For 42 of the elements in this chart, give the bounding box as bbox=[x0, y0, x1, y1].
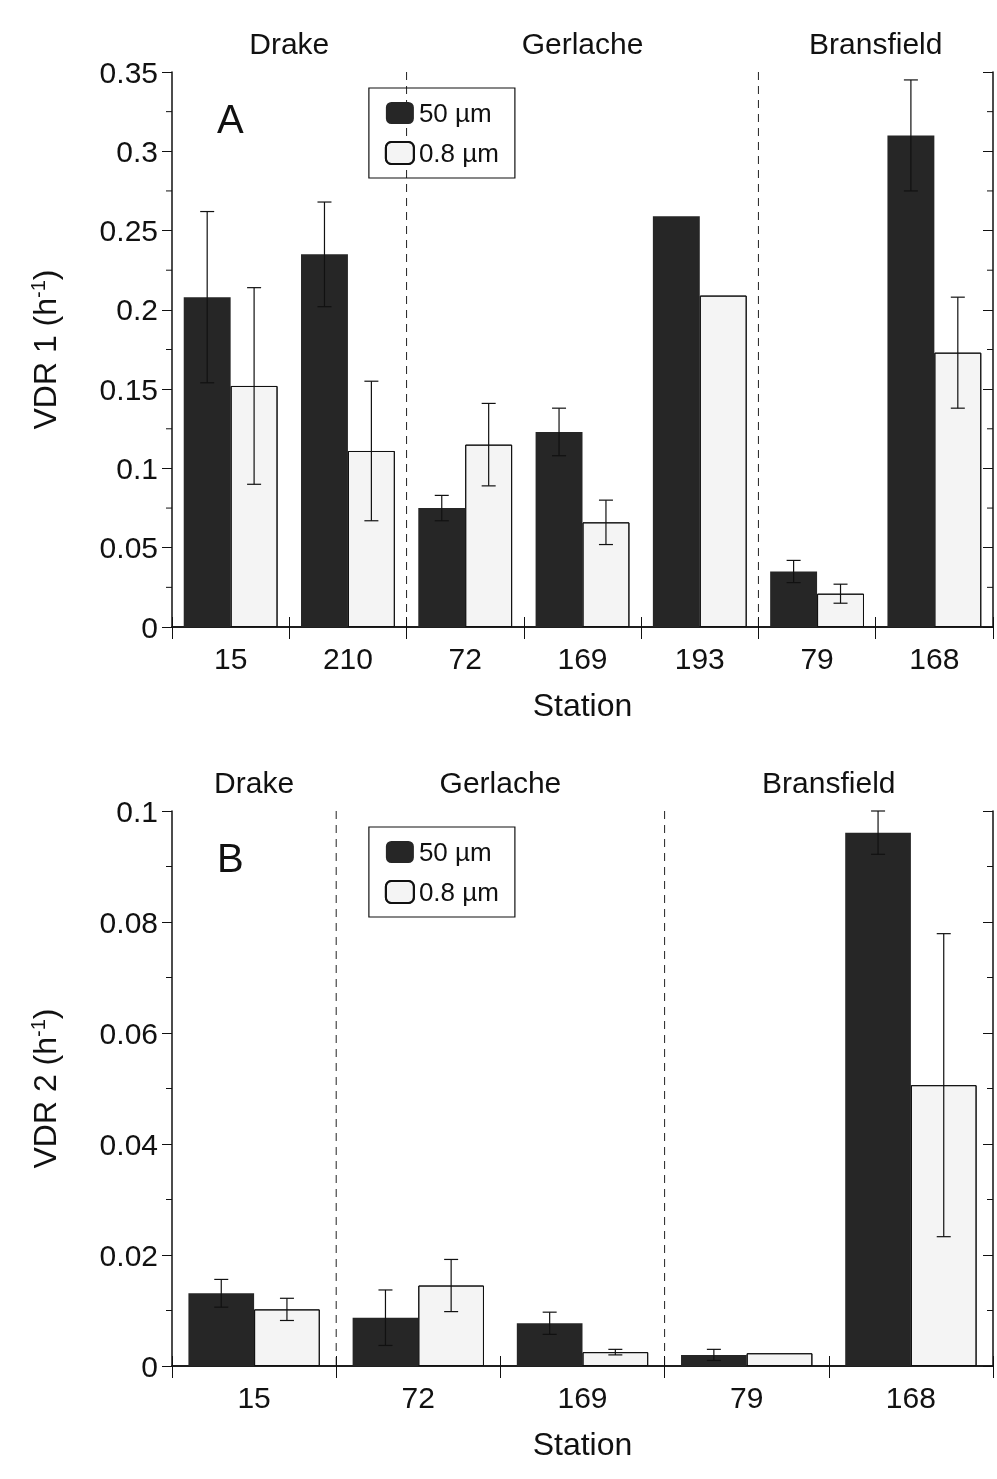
x-tick-label: 72 bbox=[401, 1380, 435, 1414]
y-tick-label: 0.02 bbox=[99, 1238, 158, 1272]
legend-label: 50 µm bbox=[418, 98, 492, 128]
y-tick-label: 0.15 bbox=[99, 372, 158, 406]
y-tick-label: 0.1 bbox=[116, 451, 158, 485]
legend-label: 0.8 µm bbox=[418, 138, 499, 168]
x-tick-label: 168 bbox=[885, 1380, 936, 1414]
text: A bbox=[217, 97, 244, 141]
x-tick-label: 79 bbox=[730, 1380, 764, 1414]
y-tick-label: 0 bbox=[141, 1349, 158, 1383]
text: Gerlache bbox=[521, 26, 644, 60]
y-tick-label: 0.3 bbox=[116, 134, 158, 168]
text: B bbox=[217, 836, 244, 880]
y-axis-title: VDR 1 (h-1) bbox=[27, 269, 63, 430]
y-tick-label: 0.08 bbox=[99, 905, 158, 939]
y-axis-title: VDR 2 (h-1) bbox=[27, 1008, 63, 1169]
legend-label: 50 µm bbox=[418, 837, 492, 867]
x-axis-title: Station bbox=[532, 1426, 633, 1462]
y-tick-label: 0.06 bbox=[99, 1016, 158, 1050]
y-tick-label: 0.05 bbox=[99, 531, 158, 565]
y-tick-label: 0.04 bbox=[99, 1127, 158, 1161]
text: Drake bbox=[249, 26, 330, 60]
x-tick-label: 210 bbox=[322, 641, 373, 675]
x-tick-label: 15 bbox=[237, 1380, 271, 1414]
y-tick-label: 0.35 bbox=[99, 55, 158, 89]
text: Gerlache bbox=[439, 765, 562, 799]
x-tick-label: 15 bbox=[213, 641, 248, 675]
y-tick-label: 0.25 bbox=[99, 214, 158, 248]
y-tick-label: 0.2 bbox=[116, 293, 158, 327]
text: Bransfield bbox=[809, 26, 943, 60]
x-tick-label: 169 bbox=[557, 1380, 608, 1414]
x-axis-title: Station bbox=[532, 687, 633, 723]
x-tick-label: 169 bbox=[557, 641, 608, 675]
x-tick-label: 72 bbox=[448, 641, 482, 675]
y-tick-label: 0.1 bbox=[116, 794, 158, 828]
x-tick-label: 168 bbox=[909, 641, 960, 675]
x-tick-label: 193 bbox=[674, 641, 725, 675]
legend-label: 0.8 µm bbox=[418, 877, 499, 907]
x-tick-label: 79 bbox=[800, 641, 834, 675]
text: Bransfield bbox=[762, 765, 896, 799]
text: Drake bbox=[214, 765, 295, 799]
y-tick-label: 0 bbox=[141, 610, 158, 644]
